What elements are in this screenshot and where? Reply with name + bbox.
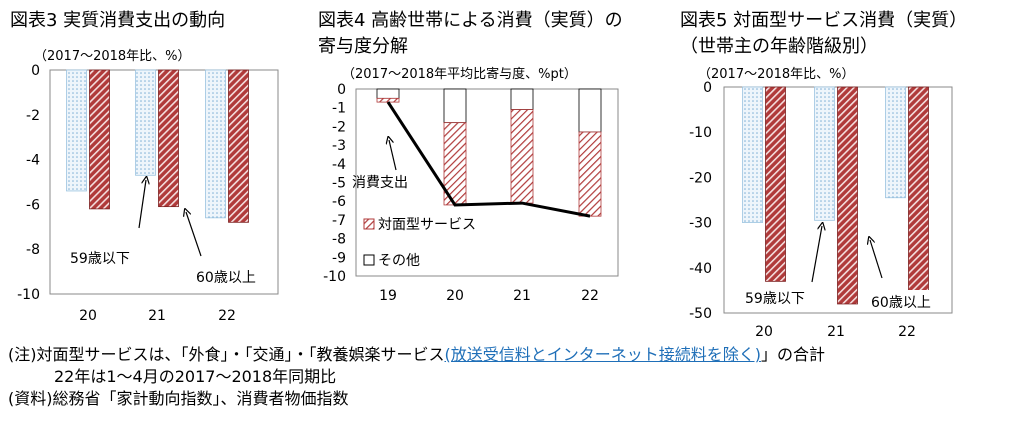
chart2-line: [386, 101, 591, 218]
y-tick-label: -3: [332, 138, 346, 154]
bar-under-60: [814, 86, 835, 221]
legend-swatch-other: [363, 254, 375, 266]
bar-other: [578, 88, 602, 133]
y-tick-label: -4: [26, 153, 40, 169]
x-tick-label: 21: [827, 324, 845, 340]
chart3-bars: [742, 86, 929, 305]
y-tick-label: -4: [332, 157, 346, 173]
bar-face-to-face: [376, 97, 400, 103]
y-tick-label: -10: [689, 125, 712, 141]
y-tick-label: -40: [689, 261, 712, 277]
y-tick-label: -30: [689, 216, 712, 232]
chart2-title-2: 寄与度分解: [318, 36, 408, 57]
bar-other: [510, 88, 534, 110]
bar-60-plus: [89, 69, 110, 210]
note-1-text-a: (注)対面型サービスは、「外食」・「交通」・「教養娯楽サービス: [8, 345, 445, 364]
y-tick-label: -2: [332, 119, 346, 135]
y-tick-label: 0: [337, 82, 346, 98]
bar-under-60: [66, 69, 87, 192]
y-tick-label: -9: [332, 250, 346, 266]
x-tick-label: 21: [513, 288, 531, 304]
y-tick-label: -20: [689, 170, 712, 186]
y-tick-label: -8: [332, 232, 346, 248]
x-tick-label: 20: [446, 288, 464, 304]
y-tick-label: -5: [332, 176, 346, 192]
bar-other: [376, 88, 400, 99]
bar-60-plus: [837, 86, 858, 305]
x-tick-label: 22: [898, 324, 916, 340]
chart3-annotation-a: 59歳以下: [745, 291, 805, 307]
chart3-arrow-a: [811, 226, 822, 283]
chart2-annotation-a: 消費支出: [352, 175, 408, 191]
bar-other: [443, 88, 467, 124]
bar-face-to-face: [578, 131, 602, 217]
x-tick-label: 20: [79, 308, 97, 324]
y-tick-label: -10: [323, 269, 346, 285]
note-line-3: (資料)総務省「家計動向指数」、消費者物価指数: [8, 389, 349, 408]
bar-under-60: [885, 86, 906, 199]
note-line-2: 22年は1～4月の2017～2018年同期比: [54, 367, 337, 386]
chart1-arrow-a: [138, 180, 146, 229]
chart-2: 図表4 高齢世帯による消費（実質）の 寄与度分解 （2017～2018年平均比寄…: [318, 10, 623, 304]
chart-3: 図表5 対面型サービス消費（実質） （世帯主の年齢階級別） （2017～2018…: [680, 10, 967, 340]
x-tick-label: 19: [379, 288, 397, 304]
bar-under-60: [135, 69, 156, 176]
y-tick-label: -7: [332, 213, 346, 229]
chart3-x-axis: 20 21 22: [755, 324, 916, 340]
legend-label-face-to-face: 対面型サービス: [378, 217, 476, 233]
note-line-1: (注)対面型サービスは、「外食」・「交通」・「教養娯楽サービス(放送受信料とイン…: [8, 344, 825, 366]
chart3-annotation-b-box: [866, 290, 948, 312]
note-1-link[interactable]: (放送受信料とインターネット接続料を除く): [444, 345, 762, 364]
y-tick-label: -8: [26, 242, 40, 258]
chart1-arrow-b: [186, 212, 202, 257]
x-tick-label: 22: [581, 288, 599, 304]
notes: (注)対面型サービスは、「外食」・「交通」・「教養娯楽サービス(放送受信料とイン…: [8, 344, 825, 410]
chart3-title: 図表5 対面型サービス消費（実質）: [680, 10, 967, 31]
chart2-title: 図表4 高齢世帯による消費（実質）の: [318, 10, 623, 31]
chart2-arrow: [389, 140, 397, 171]
y-tick-label: -1: [332, 101, 346, 117]
bar-under-60: [205, 69, 226, 219]
chart1-bars: [66, 69, 249, 223]
y-tick-label: 0: [703, 80, 712, 96]
y-tick-label: -6: [26, 197, 40, 213]
legend-swatch-face-to-face: [363, 218, 375, 230]
line-consumption-total: [386, 101, 591, 218]
chart1-annotation-a: 59歳以下: [70, 251, 130, 267]
bar-60-plus: [765, 86, 786, 282]
chart3-y-axis: 0 -10 -20 -30 -40 -50: [689, 80, 712, 322]
x-tick-label: 22: [218, 308, 236, 324]
chart1-y-axis: 0 -2 -4 -6 -8 -10: [17, 63, 40, 303]
legend-label-other: その他: [378, 253, 420, 269]
chart2-unit: （2017～2018年平均比寄与度、%pt）: [342, 66, 577, 82]
chart3-annotation-b: 60歳以上: [871, 295, 931, 311]
chart-1: 図表3 実質消費支出の動向 （2017～2018年比、%） 0 -2 -4 -6 -8 -…: [10, 10, 279, 324]
bar-60-plus: [228, 69, 249, 223]
y-tick-label: -50: [689, 306, 712, 322]
y-tick-label: -2: [26, 108, 40, 124]
charts-canvas: 図表3 実質消費支出の動向 （2017～2018年比、%） 0 -2 -4 -6 -8 -…: [10, 10, 967, 340]
chart2-x-axis: 19 20 21 22: [379, 288, 599, 304]
bar-face-to-face: [510, 109, 534, 204]
y-tick-label: 0: [31, 63, 40, 79]
chart1-x-axis: 20 21 22: [79, 308, 236, 324]
chart3-unit: （2017～2018年比、%）: [698, 67, 855, 82]
chart1-unit: （2017～2018年比、%）: [34, 49, 191, 64]
chart1-annotation-b-box: [190, 265, 270, 287]
bar-under-60: [742, 86, 763, 224]
bar-60-plus: [158, 69, 179, 208]
x-tick-label: 20: [755, 324, 773, 340]
x-tick-label: 21: [148, 308, 166, 324]
chart2-bars: [376, 88, 602, 217]
chart2-y-axis: 0 -1 -2 -3 -4 -5 -6 -7 -8 -9 -10: [323, 82, 346, 285]
chart1-title: 図表3 実質消費支出の動向: [10, 10, 225, 31]
y-tick-label: -10: [17, 287, 40, 303]
chart1-annotation-b: 60歳以上: [196, 270, 256, 286]
y-tick-label: -6: [332, 194, 346, 210]
chart2-frame: [355, 88, 619, 277]
chart3-arrow-b: [870, 240, 883, 279]
note-1-text-b: 」の合計: [761, 345, 826, 364]
chart3-title-2: （世帯主の年齢階級別）: [680, 36, 878, 57]
bar-60-plus: [908, 86, 929, 291]
